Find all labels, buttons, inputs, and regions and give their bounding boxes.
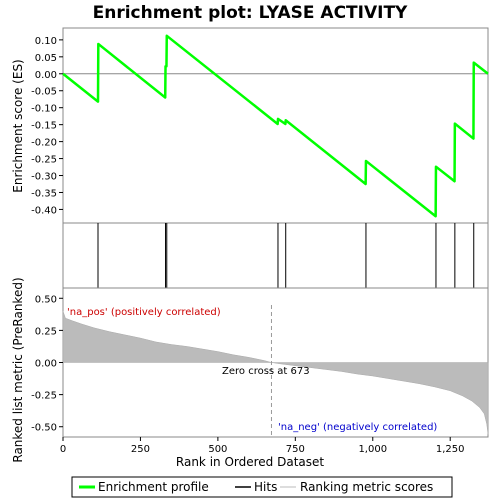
legend-box (71, 476, 453, 498)
na-pos-annotation: 'na_pos' (positively correlated) (67, 307, 221, 318)
es-panel-frame (62, 27, 489, 224)
metric-y-axis-label: Ranked list metric (PreRanked) (11, 277, 25, 462)
x-tick-label: 500 (208, 444, 227, 455)
hits-panel (62, 222, 489, 289)
legend-label-enrichment: Enrichment profile (98, 480, 209, 494)
zero-cross-annotation: Zero cross at 673 (222, 366, 310, 377)
legend-label-hits: Hits (254, 480, 277, 494)
x-tick-label: 1,000 (358, 444, 387, 455)
x-tick-label: 250 (131, 444, 150, 455)
es-y-tick-label: -0.30 (31, 172, 57, 183)
es-y-tick-label: 0.00 (35, 70, 57, 81)
ranking-metric-area (62, 311, 489, 435)
es-y-tick-label: 0.10 (35, 36, 57, 47)
metric-y-tick-label: 0.00 (35, 359, 57, 370)
chart-title: Enrichment plot: LYASE ACTIVITY (93, 3, 408, 23)
legend-label-ranking: Ranking metric scores (300, 480, 433, 494)
metric-y-tick-label: -0.50 (31, 423, 57, 434)
na-neg-annotation: 'na_neg' (negatively correlated) (278, 422, 437, 433)
x-tick-label: 750 (286, 444, 305, 455)
es-y-tick-label: -0.20 (31, 138, 57, 149)
x-axis-label: Rank in Ordered Dataset (176, 455, 324, 469)
metric-y-tick-label: 0.25 (35, 326, 57, 337)
hits-panel-frame (62, 222, 489, 289)
metric-panel: 0.50 0.25 0.00 -0.25 -0.500 250 500 750 1,000 1,2… (31, 287, 489, 455)
legend: Enrichment profile Hits Ranking metric s… (71, 476, 453, 498)
es-y-tick-label: -0.40 (31, 205, 57, 216)
x-tick-label: 1,250 (436, 444, 465, 455)
metric-y-tick-label: -0.25 (31, 391, 57, 402)
x-tick-label: 0 (60, 444, 66, 455)
es-y-tick-label: -0.35 (31, 188, 57, 199)
es-y-tick-label: -0.10 (31, 104, 57, 115)
es-panel: 0.10 0.05 0.00 -0.05 -0.10 -0.15 -0.20 -0.25 -0.… (31, 27, 489, 224)
metric-y-tick-label: 0.50 (35, 294, 57, 305)
es-y-tick-label: -0.05 (31, 87, 57, 98)
es-y-axis-label: Enrichment score (ES) (11, 59, 25, 192)
es-y-tick-label: -0.25 (31, 155, 57, 166)
es-y-tick-label: -0.15 (31, 121, 57, 132)
es-y-tick-label: 0.05 (35, 53, 57, 64)
enrichment-profile-line (62, 34, 489, 218)
